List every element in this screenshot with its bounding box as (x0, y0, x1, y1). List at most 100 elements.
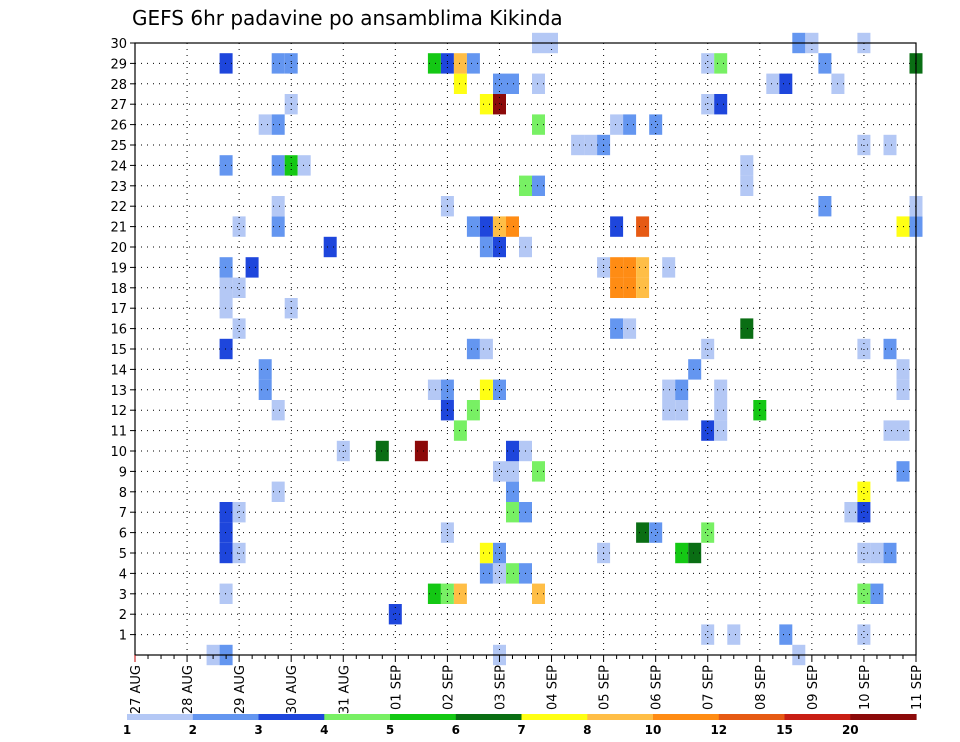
colorbar-swatch (455, 714, 523, 720)
heatmap-cell (219, 53, 233, 74)
heatmap-cell (623, 114, 637, 135)
y-tick-label: 16 (110, 323, 127, 338)
heatmap-cell (271, 155, 285, 176)
heatmap-cell (271, 53, 285, 74)
heatmap-cell (818, 196, 832, 217)
x-axis: 27 AUG 28 AUG 29 AUG 30 AUG 31 AUG 01 SEP 02 S… (129, 655, 925, 714)
heatmap-cell (479, 94, 493, 115)
heatmap-cell (232, 502, 246, 523)
heatmap-cell (479, 563, 493, 584)
heatmap-cell (714, 379, 728, 400)
heatmap-cell (219, 502, 233, 523)
heatmap-cell (610, 216, 624, 237)
y-tick-label: 24 (110, 159, 127, 174)
colorbar-label: 5 (386, 723, 394, 737)
heatmap-cell (662, 379, 676, 400)
heatmap-cell (532, 583, 545, 604)
heatmap-cell (636, 216, 650, 237)
x-tick-label: 28 AUG (181, 665, 196, 714)
y-tick-label: 3 (119, 588, 127, 603)
colorbar-label: 2 (189, 723, 197, 737)
heatmap-cell (232, 277, 246, 298)
heatmap-cell (493, 461, 506, 482)
heatmap-cell (766, 73, 780, 94)
heatmap-cell (493, 73, 506, 94)
heatmap-cell (714, 420, 728, 441)
heatmap-cell (493, 379, 506, 400)
x-tick-label: 05 SEP (598, 665, 613, 710)
colorbar-label: 10 (645, 723, 662, 737)
heatmap-cell (414, 440, 428, 462)
heatmap-cell (323, 236, 337, 258)
heatmap-cell (857, 583, 871, 604)
heatmap-cell (649, 114, 663, 135)
heatmap-cell (701, 624, 715, 645)
heatmap-cell (779, 624, 793, 645)
heatmap-cell (883, 542, 897, 564)
heatmap-cell (506, 216, 519, 237)
heatmap-cell (714, 94, 728, 115)
heatmap-cell (857, 502, 871, 523)
colorbar-swatch (192, 714, 260, 720)
x-tick-label: 09 SEP (806, 665, 821, 710)
heatmap-cell (219, 155, 233, 176)
heatmap-cell (701, 94, 715, 115)
colorbar-swatch (850, 714, 917, 720)
heatmap-cell (271, 216, 285, 237)
colorbar-swatch (784, 714, 851, 720)
y-tick-label: 30 (110, 37, 127, 52)
heatmap-cell (649, 522, 663, 543)
y-tick-label: 9 (119, 465, 127, 480)
heatmap-cell (493, 216, 506, 237)
colorbar-swatch (653, 714, 720, 720)
y-tick-label: 28 (110, 78, 127, 93)
heatmap-cell (453, 583, 467, 604)
heatmap-cell (219, 257, 233, 278)
y-tick-label: 15 (110, 343, 127, 358)
heatmap-cell (584, 134, 598, 156)
heatmap-cell (532, 73, 545, 94)
colorbar-label: 15 (776, 723, 793, 737)
heatmap-cell (245, 257, 259, 278)
heatmap-cell (506, 461, 519, 482)
heatmap-cell (610, 318, 624, 339)
colorbar-label: 20 (842, 723, 859, 737)
heatmap-cell (453, 73, 467, 94)
x-tick-label: 11 SEP (910, 665, 925, 710)
heatmap-cell (857, 624, 871, 645)
heatmap-cell (219, 522, 233, 543)
heatmap-cell (610, 257, 624, 278)
heatmap-cell (532, 461, 545, 482)
y-tick-label: 29 (110, 57, 127, 72)
x-tick-label: 30 AUG (285, 665, 300, 714)
heatmap-cell (427, 379, 441, 400)
heatmap-cell (375, 440, 389, 462)
heatmap-cell (232, 216, 246, 237)
heatmap-cell (688, 359, 702, 380)
x-tick-label: 03 SEP (494, 665, 509, 710)
heatmap-cell (271, 196, 285, 217)
y-tick-label: 22 (110, 200, 127, 215)
x-tick-label: 27 AUG (129, 665, 144, 714)
colorbar-swatch (390, 714, 457, 720)
heatmap-cell (506, 481, 519, 502)
y-tick-label: 26 (110, 119, 127, 134)
heatmap-cell (623, 277, 637, 298)
heatmap-cell (466, 53, 480, 74)
heatmap-cell (219, 583, 233, 604)
heatmap-cell (427, 583, 441, 604)
heatmap-cell (479, 216, 493, 237)
colorbar-label: 12 (710, 723, 727, 737)
x-tick-label: 10 SEP (858, 665, 873, 710)
heatmap-cell (623, 257, 637, 278)
y-tick-label: 20 (110, 241, 127, 256)
heatmap-cell (258, 379, 272, 400)
heatmap-cell (610, 277, 624, 298)
heatmap-cell (219, 277, 233, 298)
colorbar-label: 8 (583, 723, 591, 737)
y-tick-label: 2 (119, 608, 127, 623)
y-tick-label: 4 (119, 567, 127, 582)
heatmap-cell (271, 481, 285, 502)
heatmap-cell (219, 338, 233, 360)
heatmap-cell (427, 53, 441, 74)
